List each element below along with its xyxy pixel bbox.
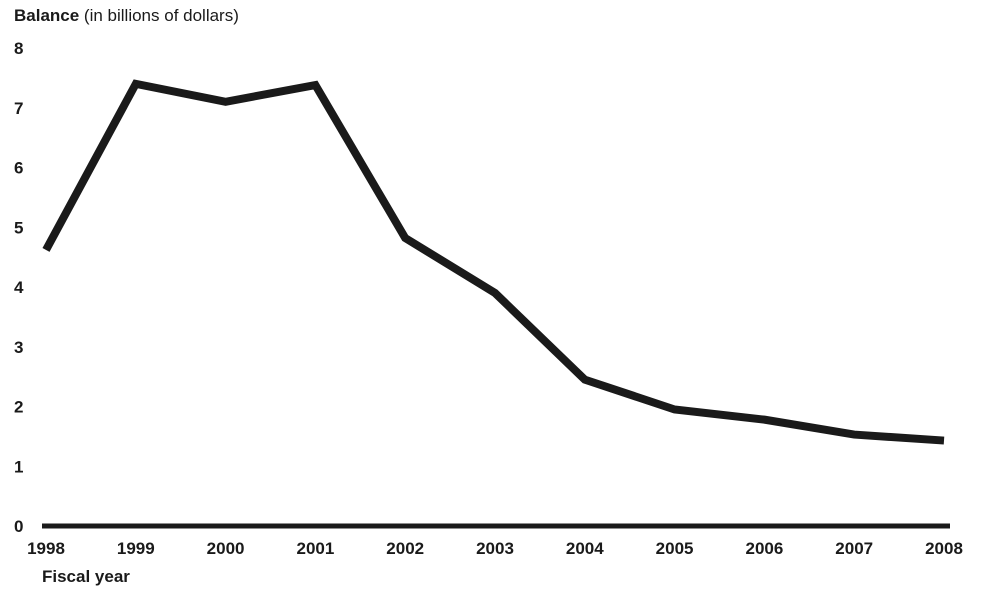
y-tick-label: 8 (14, 39, 23, 58)
y-tick-label: 0 (14, 517, 23, 536)
x-tick-label: 2004 (566, 539, 604, 558)
y-tick-label: 6 (14, 159, 23, 178)
y-axis-label-bold: Balance (14, 6, 80, 25)
y-tick-label: 7 (14, 99, 23, 118)
x-tick-label: 1998 (27, 539, 65, 558)
y-tick-label: 1 (14, 457, 23, 476)
series-line (42, 79, 945, 445)
y-tick-label: 2 (14, 398, 23, 417)
x-tick-label: 2003 (476, 539, 514, 558)
y-axis-label: Balance (in billions of dollars) (14, 6, 239, 26)
x-tick-label: 2005 (656, 539, 694, 558)
x-tick-label: 1999 (117, 539, 155, 558)
x-tick-label: 2001 (296, 539, 334, 558)
y-tick-label: 3 (14, 338, 23, 357)
x-tick-label: 2000 (207, 539, 245, 558)
y-tick-label: 5 (14, 218, 23, 237)
x-tick-label: 2002 (386, 539, 424, 558)
y-tick-label: 4 (14, 278, 24, 297)
y-axis-label-unit: (in billions of dollars) (79, 6, 239, 25)
x-tick-label: 2006 (745, 539, 783, 558)
x-tick-label: 2007 (835, 539, 873, 558)
x-tick-label: 2008 (925, 539, 963, 558)
x-axis-label: Fiscal year (42, 567, 130, 586)
